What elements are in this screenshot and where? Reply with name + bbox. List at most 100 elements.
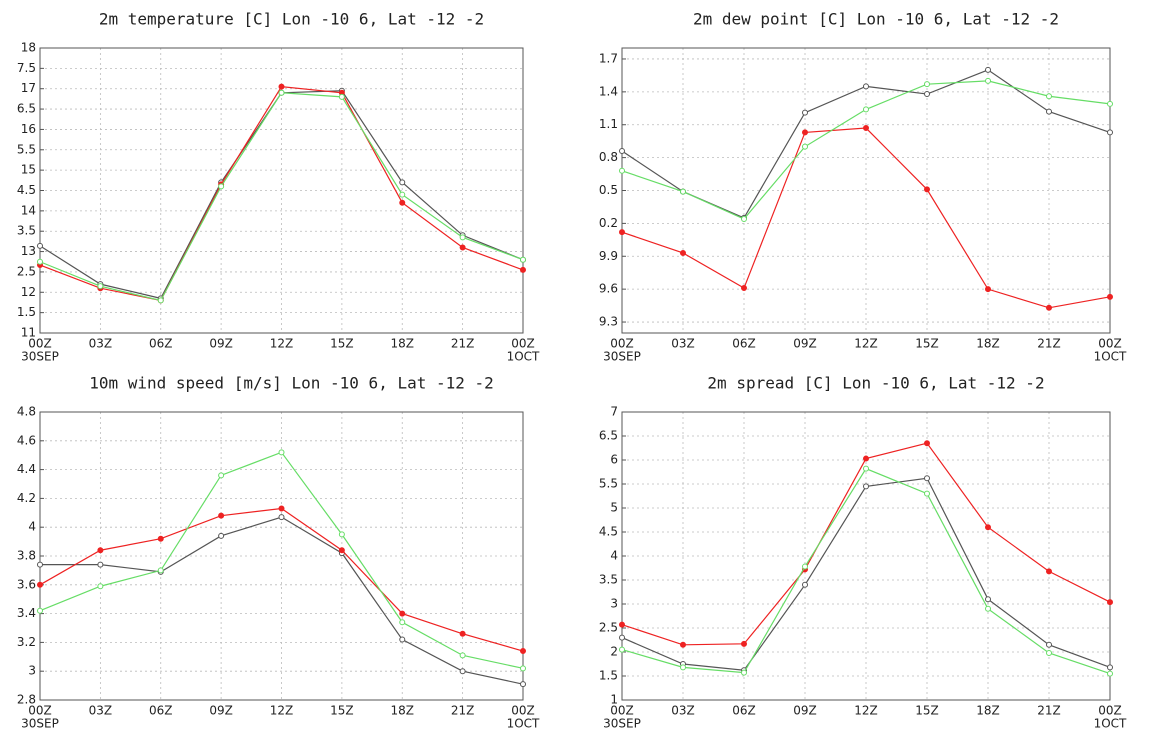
point [218, 532, 225, 539]
y-tick-label: 3.6 [17, 577, 36, 591]
x-date-label: 30SEP [21, 350, 59, 364]
point [619, 229, 625, 236]
x-tick-label: 03Z [671, 704, 695, 718]
point [37, 258, 43, 265]
y-tick-label: 11 [21, 326, 36, 340]
x-tick-label: 09Z [209, 337, 233, 351]
y-tick-label: 9.9 [599, 249, 618, 263]
y-tick-label: 3.8 [17, 549, 36, 563]
point [1107, 129, 1113, 136]
point [619, 148, 625, 155]
x-date-label: 30SEP [603, 717, 641, 731]
x-tick-label: 00Z [511, 704, 535, 718]
y-tick-label: 0.5 [599, 183, 618, 197]
point [399, 179, 406, 186]
point [1046, 568, 1052, 575]
point [1046, 93, 1052, 100]
x-date-label: 1OCT [1094, 350, 1127, 364]
point [218, 472, 225, 479]
point [985, 77, 991, 84]
point [1107, 293, 1113, 300]
point [338, 547, 345, 554]
x-tick-label: 06Z [732, 704, 756, 718]
point [278, 514, 285, 521]
x-tick-label: 18Z [391, 337, 415, 351]
x-tick-label: 18Z [976, 704, 1000, 718]
point [37, 581, 43, 588]
point [741, 285, 747, 292]
y-tick-label: 9.3 [599, 315, 618, 329]
point [278, 449, 285, 456]
y-tick-label: 4 [610, 549, 618, 563]
point [680, 188, 686, 195]
x-tick-label: 12Z [854, 337, 878, 351]
y-tick-label: 4.5 [17, 183, 36, 197]
x-tick-label: 12Z [270, 337, 294, 351]
point [37, 242, 43, 249]
point [680, 664, 686, 671]
point [863, 483, 869, 490]
y-tick-label: 0.8 [599, 150, 618, 164]
x-tick-label: 21Z [1037, 704, 1061, 718]
point [1107, 599, 1113, 606]
y-tick-label: 9.6 [599, 282, 618, 296]
point [278, 89, 285, 96]
x-tick-label: 00Z [610, 704, 634, 718]
point [924, 490, 930, 497]
point [863, 125, 869, 132]
point [1107, 664, 1113, 671]
point [985, 605, 991, 612]
y-tick-label: 5.5 [17, 142, 36, 156]
x-tick-label: 09Z [793, 337, 817, 351]
point [985, 286, 991, 293]
point [399, 191, 406, 198]
point [97, 583, 104, 590]
plot-frame [39, 47, 524, 334]
y-tick-label: 6.5 [17, 102, 36, 116]
point [157, 297, 164, 304]
point [924, 475, 930, 482]
x-tick-label: 06Z [149, 704, 173, 718]
plot-frame [39, 411, 524, 701]
y-tick-label: 7 [610, 405, 618, 419]
x-tick-label: 06Z [732, 337, 756, 351]
x-date-label: 30SEP [603, 350, 641, 364]
x-tick-label: 15Z [915, 704, 939, 718]
point [1046, 108, 1052, 115]
point [863, 465, 869, 472]
point [924, 81, 930, 88]
y-tick-label: 5 [610, 501, 618, 515]
x-tick-label: 00Z [28, 704, 52, 718]
x-tick-label: 06Z [149, 337, 173, 351]
point [741, 640, 747, 647]
point [985, 524, 991, 531]
y-tick-label: 18 [21, 41, 36, 55]
point [863, 83, 869, 90]
point [459, 630, 466, 637]
y-tick-label: 1 [610, 693, 618, 707]
x-tick-label: 03Z [89, 337, 113, 351]
y-tick-label: 4 [28, 520, 36, 534]
y-tick-label: 2.8 [17, 693, 36, 707]
y-tick-label: 3 [28, 664, 36, 678]
y-tick-label: 17 [21, 81, 36, 95]
chart-title: 10m wind speed [m/s] Lon -10 6, Lat -12 … [89, 374, 494, 393]
y-tick-label: 12 [21, 285, 36, 299]
x-tick-label: 03Z [89, 704, 113, 718]
point [157, 567, 164, 574]
point [37, 607, 43, 614]
point [97, 283, 104, 290]
point [985, 66, 991, 73]
point [338, 93, 345, 100]
point [619, 167, 625, 174]
point [399, 610, 406, 617]
x-tick-label: 15Z [330, 704, 354, 718]
x-tick-label: 21Z [451, 704, 475, 718]
y-tick-label: 4.4 [17, 462, 36, 476]
point [741, 669, 747, 676]
x-tick-label: 09Z [793, 704, 817, 718]
y-tick-label: 3.2 [17, 635, 36, 649]
chart-title: 2m spread [C] Lon -10 6, Lat -12 -2 [707, 374, 1044, 393]
x-date-label: 1OCT [507, 350, 540, 364]
